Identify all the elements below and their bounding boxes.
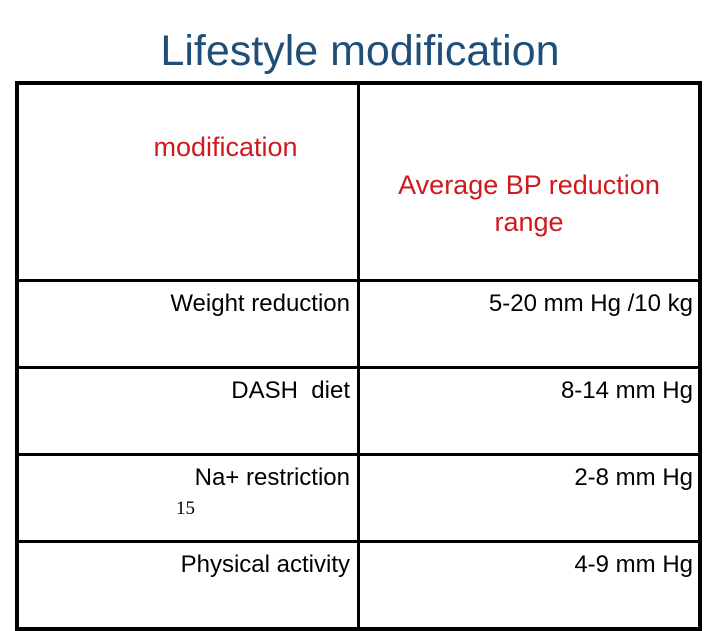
slide: Lifestyle modification modification Aver…: [15, 27, 702, 631]
modification-cell: Physical activity: [15, 540, 360, 631]
column-header-modification: modification: [15, 81, 360, 283]
page-number: 15: [176, 498, 195, 519]
column-header-modification-label: modification: [153, 132, 298, 163]
slide-title: Lifestyle modification: [160, 27, 560, 75]
reduction-value-cell: 5-20 mm Hg /10 kg: [357, 279, 702, 370]
lifestyle-modification-table: modification Average BP reduction range …: [15, 81, 702, 631]
table-header-row: modification Average BP reduction range: [15, 81, 702, 283]
table-row: Physical activity 4-9 mm Hg: [15, 540, 702, 631]
modification-cell: Na+ restriction: [15, 453, 360, 544]
column-header-bp-reduction-label: Average BP reduction range: [398, 169, 668, 237]
table-row: Na+ restriction 2-8 mm Hg: [15, 453, 702, 544]
reduction-value-cell: 8-14 mm Hg: [357, 366, 702, 457]
modification-cell: DASH diet: [15, 366, 360, 457]
reduction-value-cell: 2-8 mm Hg: [357, 453, 702, 544]
table-row: Weight reduction 5-20 mm Hg /10 kg: [15, 279, 702, 370]
table-row: DASH diet 8-14 mm Hg: [15, 366, 702, 457]
column-header-bp-reduction: Average BP reduction range: [357, 81, 702, 283]
reduction-value-cell: 4-9 mm Hg: [357, 540, 702, 631]
modification-cell: Weight reduction: [15, 279, 360, 370]
